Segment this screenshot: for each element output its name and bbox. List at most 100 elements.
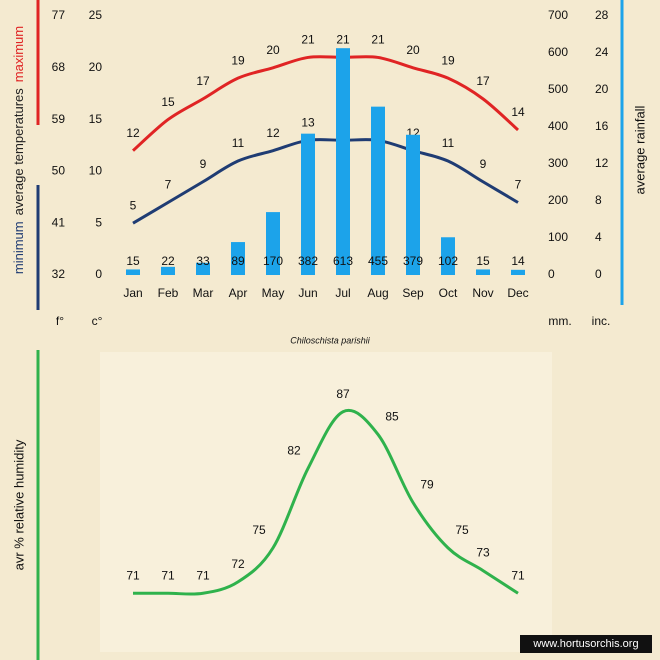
bar-label: 15 [476, 254, 490, 268]
watermark-box [520, 635, 652, 653]
tick-label: 300 [548, 156, 568, 170]
line-label: 14 [511, 105, 525, 119]
line-label: 9 [480, 157, 487, 171]
humidity-label: 79 [420, 478, 434, 492]
temperature-line [132, 55, 519, 152]
line-label: 20 [406, 43, 420, 57]
line-label: 21 [371, 33, 385, 47]
y-axis-label: minimum average temperatures maximum [11, 26, 26, 274]
line-label: 21 [336, 33, 350, 47]
bar-label: 613 [333, 254, 353, 268]
watermark: www.hortusorchis.org [532, 638, 638, 650]
bar-label: 102 [438, 254, 458, 268]
unit-label: mm. [548, 314, 571, 328]
subtitle: Chiloschista parishii [290, 335, 371, 345]
unit-label: c° [92, 314, 103, 328]
tick-label: 59 [52, 112, 66, 126]
tick-label: 25 [89, 8, 103, 22]
line-label: 21 [301, 33, 315, 47]
y2-axis-label: average rainfall [632, 105, 647, 194]
tick-label: 41 [52, 215, 66, 229]
x-tick-label: Dec [507, 286, 528, 300]
humidity-line [133, 408, 519, 596]
tick-label: 0 [595, 267, 602, 281]
tick-label: 32 [52, 267, 66, 281]
humidity-label: 71 [196, 568, 210, 582]
bar-label: 33 [196, 254, 210, 268]
x-tick-label: Jun [298, 286, 317, 300]
line-label: 12 [126, 126, 140, 140]
line-label: 7 [165, 178, 172, 192]
x-tick-label: Jul [335, 286, 350, 300]
x-tick-label: Aug [367, 286, 388, 300]
line-label: 17 [476, 74, 490, 88]
bar-label: 15 [126, 254, 140, 268]
line-label: 13 [301, 115, 315, 129]
humidity-label: 73 [476, 546, 490, 560]
tick-label: 50 [52, 164, 66, 178]
bar-label: 14 [511, 254, 525, 268]
humidity-panel [100, 352, 552, 652]
rain-bar [371, 106, 385, 276]
humidity-label: 85 [385, 410, 399, 424]
line-label: 19 [231, 53, 245, 67]
tick-label: 20 [595, 82, 609, 96]
x-tick-label: May [262, 286, 285, 300]
rain-bar [301, 133, 315, 275]
tick-label: 10 [89, 164, 103, 178]
line-label: 12 [266, 126, 280, 140]
tick-label: 0 [95, 267, 102, 281]
tick-label: 77 [52, 8, 66, 22]
unit-label: inc. [592, 314, 611, 328]
bar-label: 170 [263, 254, 283, 268]
tick-label: 0 [548, 267, 555, 281]
tick-label: 400 [548, 119, 568, 133]
tick-label: 200 [548, 193, 568, 207]
bar-label: 382 [298, 254, 318, 268]
humidity-axis-label: avr % relative humidity [11, 439, 26, 570]
x-tick-label: Apr [229, 286, 248, 300]
line-label: 7 [515, 178, 522, 192]
x-tick-label: Feb [158, 286, 179, 300]
rain-bar [336, 48, 350, 275]
humidity-label: 82 [287, 444, 301, 458]
x-tick-label: Sep [402, 286, 424, 300]
line-label: 20 [266, 43, 280, 57]
tick-label: 700 [548, 8, 568, 22]
bar-label: 89 [231, 254, 245, 268]
tick-label: 8 [595, 193, 602, 207]
tick-label: 100 [548, 230, 568, 244]
tick-label: 5 [95, 215, 102, 229]
rain-bar [196, 262, 210, 275]
x-tick-label: Jan [123, 286, 142, 300]
x-tick-label: Mar [193, 286, 214, 300]
tick-label: 68 [52, 60, 66, 74]
rain-bar [441, 237, 455, 275]
line-label: 19 [441, 53, 455, 67]
line-label: 9 [200, 157, 207, 171]
tick-label: 12 [595, 156, 609, 170]
bar-label: 379 [403, 254, 423, 268]
x-tick-label: Nov [472, 286, 493, 300]
humidity-label: 75 [455, 523, 469, 537]
tick-label: 500 [548, 82, 568, 96]
y-axis-label-part: average temperatures [11, 88, 26, 216]
rain-bar [231, 242, 245, 275]
tick-label: 20 [89, 60, 103, 74]
y-axis-label-part: maximum [11, 26, 26, 82]
tick-label: 24 [595, 45, 609, 59]
humidity-label: 87 [336, 387, 350, 401]
line-label: 11 [442, 136, 455, 150]
humidity-label: 71 [511, 568, 525, 582]
tick-label: 4 [595, 230, 602, 244]
humidity-label: 72 [231, 557, 245, 571]
line-label: 11 [232, 136, 245, 150]
humidity-label: 71 [126, 568, 140, 582]
tick-label: 600 [548, 45, 568, 59]
rain-bar [511, 269, 525, 275]
line-label: 17 [196, 74, 210, 88]
tick-label: 28 [595, 8, 609, 22]
rain-bar [406, 134, 420, 275]
unit-label: f° [56, 314, 64, 328]
